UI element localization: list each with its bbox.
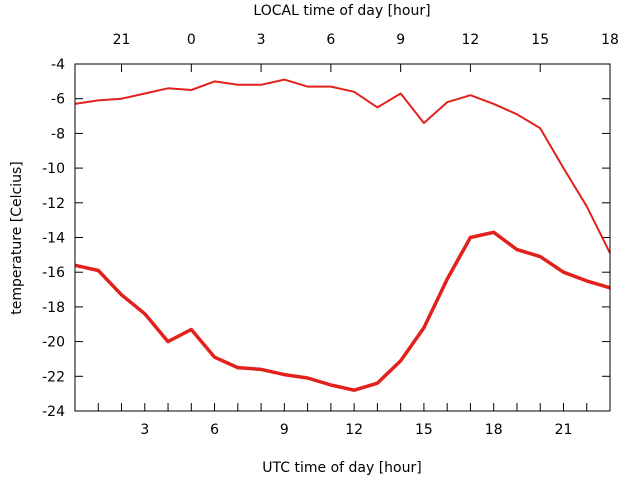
- series-line-1-thin: [74, 78, 611, 254]
- y-tick-label: -8: [51, 126, 65, 142]
- x-axis-title: UTC time of day [hour]: [262, 460, 421, 476]
- x2-axis-title: LOCAL time of day [hour]: [253, 3, 430, 19]
- y-tick-label: -24: [42, 404, 65, 420]
- y-tick-label: -6: [51, 92, 65, 108]
- x2-tick-label: 6: [326, 32, 335, 48]
- y-tick-label: -18: [42, 300, 65, 316]
- x-tick-label: 9: [280, 422, 289, 438]
- y-tick-label: -4: [51, 57, 65, 73]
- x-tick-label: 3: [140, 422, 149, 438]
- axis-ticks: [75, 63, 611, 412]
- series-line-2-thick: [74, 230, 611, 392]
- x2-tick-label: 18: [601, 32, 619, 48]
- y-tick-label: -12: [42, 196, 65, 212]
- x-tick-label: 12: [345, 422, 363, 438]
- plot-frame: [74, 63, 611, 412]
- y-tick-label: -22: [42, 369, 65, 385]
- x-tick-label: 6: [210, 422, 219, 438]
- y-tick-label: -10: [42, 161, 65, 177]
- y-tick-label: -14: [42, 231, 65, 247]
- x2-tick-label: 12: [462, 32, 480, 48]
- x-tick-label: 18: [485, 422, 503, 438]
- y-tick-label: -16: [42, 265, 65, 281]
- y-axis-title: temperature [Celcius]: [9, 161, 25, 314]
- tick-labels: -4 -6 -8 -10 -12 -14 -16 -18 -20 -22 -24 3 6 9 12 15 18 2…: [42, 32, 619, 438]
- x2-tick-label: 3: [257, 32, 266, 48]
- x2-tick-label: 15: [531, 32, 549, 48]
- x2-tick-label: 21: [113, 32, 131, 48]
- x2-tick-label: 0: [187, 32, 196, 48]
- plot-series: [74, 78, 611, 392]
- x2-tick-label: 9: [396, 32, 405, 48]
- y-tick-label: -20: [42, 335, 65, 351]
- x-tick-label: 15: [415, 422, 433, 438]
- x-tick-label: 21: [555, 422, 573, 438]
